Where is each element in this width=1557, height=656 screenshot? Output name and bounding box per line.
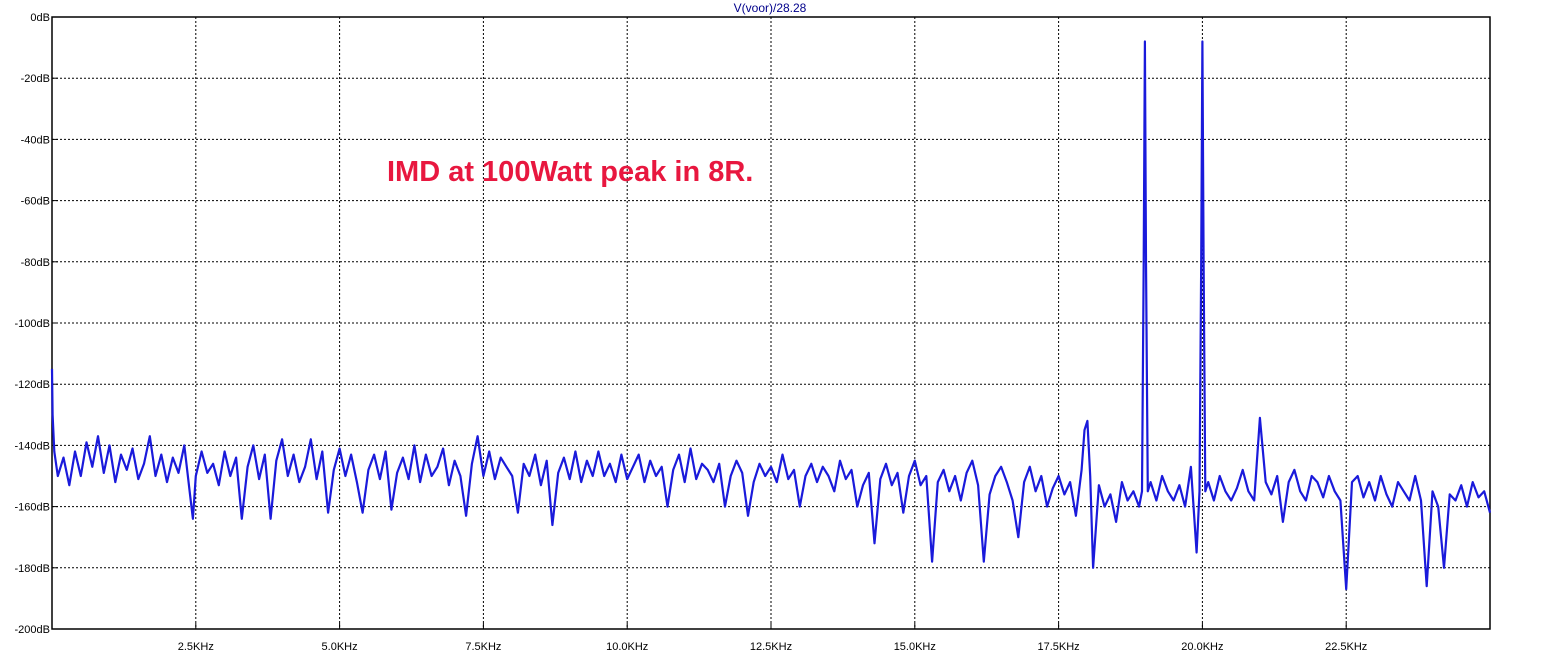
grid [52,17,1490,629]
y-tick-label: -20dB [21,73,50,85]
x-tick-label: 20.0KHz [1181,641,1223,653]
x-tick-label: 5.0KHz [322,641,358,653]
x-tick-label: 12.5KHz [750,641,792,653]
y-tick-label: -80dB [21,257,50,269]
y-tick-label: -160dB [15,502,50,514]
x-tick-label: 2.5KHz [178,641,214,653]
y-tick-label: -140dB [15,440,50,452]
y-tick-label: -40dB [21,134,50,146]
y-tick-label: -180dB [15,563,50,575]
y-tick-label: -60dB [21,196,50,208]
x-axis: 2.5KHz 5.0KHz 7.5KHz 10.0KHz 12.5KHz 15.0KHz 1… [178,623,1367,653]
x-tick-label: 22.5KHz [1325,641,1367,653]
chart-annotation: IMD at 100Watt peak in 8R. [387,156,753,188]
series-layer [50,40,1492,591]
y-axis: 0dB -20dB -40dB -60dB -80dB -100dB -120dB -140d… [15,12,58,636]
chart-title: V(voor)/28.28 [734,1,807,15]
y-tick-label: -120dB [15,379,50,391]
x-tick-label: 17.5KHz [1037,641,1079,653]
y-tick-label: 0dB [30,12,50,24]
x-tick-label: 7.5KHz [465,641,501,653]
x-tick-label: 15.0KHz [894,641,936,653]
x-tick-label: 10.0KHz [606,641,648,653]
series-line [50,40,1492,591]
y-tick-label: -200dB [15,624,50,636]
y-tick-label: -100dB [15,318,50,330]
